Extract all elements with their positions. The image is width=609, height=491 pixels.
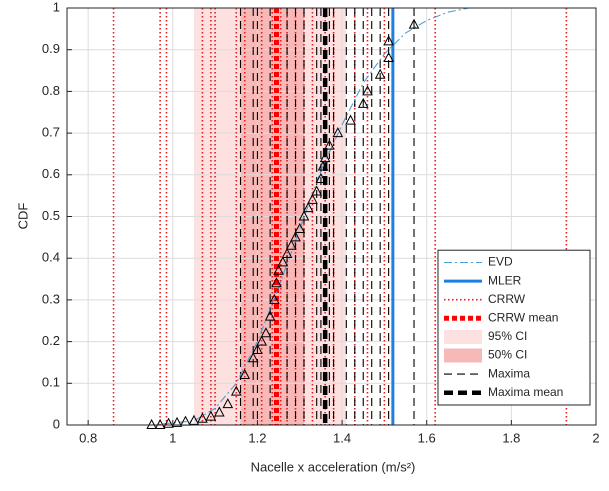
x-tick-label: 1.4 — [333, 430, 351, 445]
data-point — [230, 385, 242, 396]
plot-frame — [66, 7, 597, 426]
data-point — [362, 85, 373, 96]
x-tick-label: 1.8 — [502, 430, 520, 445]
y-axis-label: CDF — [15, 203, 30, 230]
legend-label: EVD — [488, 255, 513, 269]
data-point — [260, 327, 272, 338]
legend-label: Maxima — [488, 366, 530, 380]
x-axis-label: Nacelle x acceleration (m/s²) — [251, 459, 416, 474]
data-point — [247, 352, 259, 363]
legend-box — [437, 249, 591, 406]
data-point — [252, 343, 263, 354]
y-tick-label: 1 — [53, 0, 60, 14]
data-point — [277, 256, 289, 267]
data-point — [357, 97, 369, 108]
data-point — [271, 277, 282, 288]
data-point — [154, 418, 166, 429]
data-point — [307, 193, 318, 204]
data-point — [222, 398, 234, 409]
data-point — [315, 172, 327, 183]
legend: EVD MLER CRRW CRRW mean 95% CI 50% CI Maxima Ma… — [437, 249, 591, 406]
data-point — [197, 412, 208, 423]
data-point — [205, 410, 217, 421]
legend-swatch — [444, 329, 482, 344]
data-point — [180, 415, 191, 426]
data-point — [383, 51, 394, 63]
data-point — [273, 264, 284, 275]
cdf-curve — [67, 7, 596, 426]
data-point — [290, 231, 301, 242]
data-point — [171, 416, 183, 427]
data-point — [214, 406, 225, 417]
data-point — [285, 239, 297, 250]
data-point — [332, 127, 344, 138]
legend-label: 95% CI — [488, 329, 527, 343]
y-tick-label: 0.3 — [42, 291, 60, 306]
data-point — [146, 418, 157, 429]
legend-swatch — [444, 348, 482, 363]
y-tick-label: 0.2 — [42, 333, 60, 348]
data-point — [345, 114, 356, 125]
data-point — [256, 335, 268, 346]
data-point — [269, 293, 280, 304]
data-point — [319, 152, 331, 163]
legend-label: CRRW mean — [488, 310, 558, 324]
y-tick-label: 0.1 — [42, 375, 60, 390]
y-tick-label: 0.8 — [42, 83, 60, 98]
data-point — [302, 202, 314, 213]
data-point — [317, 160, 329, 171]
legend-label: MLER — [488, 273, 522, 287]
y-tick-label: 0 — [53, 416, 60, 431]
data-point — [298, 210, 310, 221]
data-point — [281, 247, 293, 259]
data-point — [374, 68, 386, 79]
legend-label: Maxima mean — [488, 385, 563, 399]
data-point — [383, 35, 394, 46]
y-tick-label: 0.4 — [42, 250, 60, 265]
data-point — [239, 368, 251, 379]
legend-label: CRRW — [488, 292, 526, 306]
data-point — [188, 414, 200, 425]
x-tick-label: 1 — [169, 430, 176, 445]
data-point — [311, 185, 323, 196]
x-tick-label: 1.6 — [418, 430, 436, 445]
x-tick-label: 0.8 — [79, 430, 97, 445]
y-tick-label: 0.9 — [42, 41, 60, 56]
data-point — [294, 222, 306, 234]
data-point — [324, 139, 335, 150]
x-tick-label: 2 — [592, 430, 599, 445]
data-point — [408, 18, 420, 29]
data-point — [264, 310, 276, 321]
data-point — [163, 417, 174, 428]
x-tick-label: 1.2 — [248, 430, 266, 445]
legend-label: 50% CI — [488, 348, 527, 362]
y-tick-label: 0.7 — [42, 125, 60, 140]
y-tick-label: 0.5 — [42, 208, 60, 223]
y-tick-label: 0.6 — [42, 166, 60, 181]
